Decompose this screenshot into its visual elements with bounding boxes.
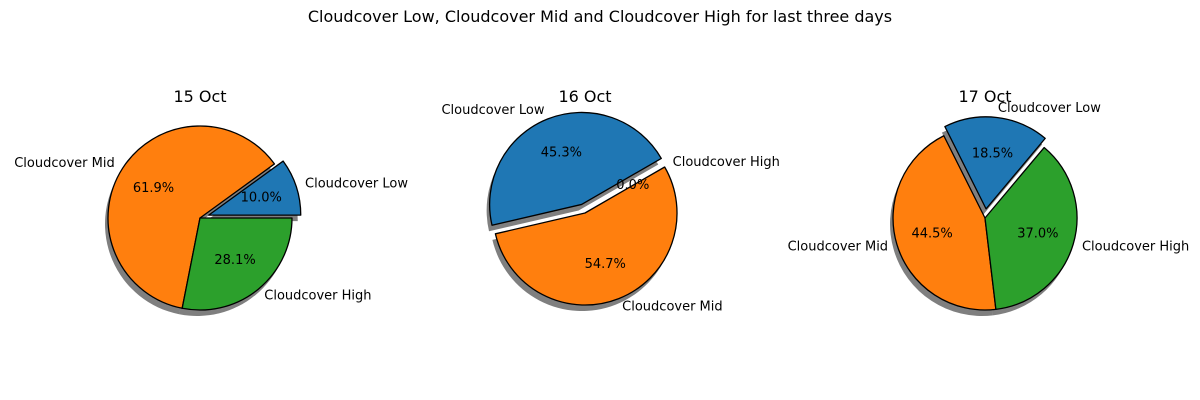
slice-cloudcover-mid [494,166,678,306]
pie-wedges [489,111,678,306]
pie-title: 17 Oct [958,87,1011,106]
slice-percent-cloudcover-high: 0.0% [616,178,649,193]
slice-percent-cloudcover-mid: 54.7% [585,257,626,272]
slice-label-cloudcover-high: Cloudcover High [264,289,371,304]
pie-chart-15-oct: 15 Oct Cloudcover Low 10.0% Cloudcover Mid 6… [14,87,408,317]
slice-cloudcover-low [489,111,662,226]
slice-label-cloudcover-high: Cloudcover High [1082,239,1189,254]
slice-percent-cloudcover-low: 45.3% [541,146,582,161]
slice-percent-cloudcover-high: 37.0% [1017,226,1058,241]
slice-label-cloudcover-low: Cloudcover Low [305,176,408,191]
slice-cloudcover-mid [892,135,997,311]
slice-cloudcover-mid [107,125,276,309]
pie-charts-group: 15 Oct Cloudcover Low 10.0% Cloudcover Mid 6… [14,87,1190,317]
pie-title: 16 Oct [558,87,611,106]
slice-percent-cloudcover-high: 28.1% [214,253,255,268]
slice-percent-cloudcover-low: 18.5% [972,147,1013,162]
pie-labels: Cloudcover Low 10.0% Cloudcover Mid 61.9% Cl… [14,156,408,304]
slice-label-cloudcover-mid: Cloudcover Mid [14,156,114,171]
slice-label-cloudcover-high: Cloudcover High [673,155,780,170]
pie-wedges [107,125,302,311]
pie-title: 15 Oct [173,87,226,106]
pie-wedges [892,116,1078,311]
slice-percent-cloudcover-mid: 44.5% [911,226,952,241]
pie-labels: Cloudcover Low 18.5% Cloudcover Mid 44.5% Cl… [788,101,1190,255]
slice-label-cloudcover-mid: Cloudcover Mid [788,240,888,255]
slice-cloudcover-high [984,146,1078,310]
slice-percent-cloudcover-mid: 61.9% [133,181,174,196]
slice-cloudcover-low [208,160,302,216]
slice-label-cloudcover-low: Cloudcover Low [998,101,1101,116]
pie-labels: Cloudcover Low 45.3% Cloudcover Mid 54.7% Cl… [441,103,779,315]
slice-cloudcover-low [944,116,1046,210]
slice-label-cloudcover-mid: Cloudcover Mid [622,300,722,315]
figure-title: Cloudcover Low, Cloudcover Mid and Cloud… [308,7,892,26]
slice-percent-cloudcover-low: 10.0% [241,191,282,206]
pie-chart-16-oct: 16 Oct Cloudcover Low 45.3% Cloudcover Mid 5… [441,87,779,315]
slice-cloudcover-high [181,217,293,311]
slice-label-cloudcover-low: Cloudcover Low [441,103,544,118]
